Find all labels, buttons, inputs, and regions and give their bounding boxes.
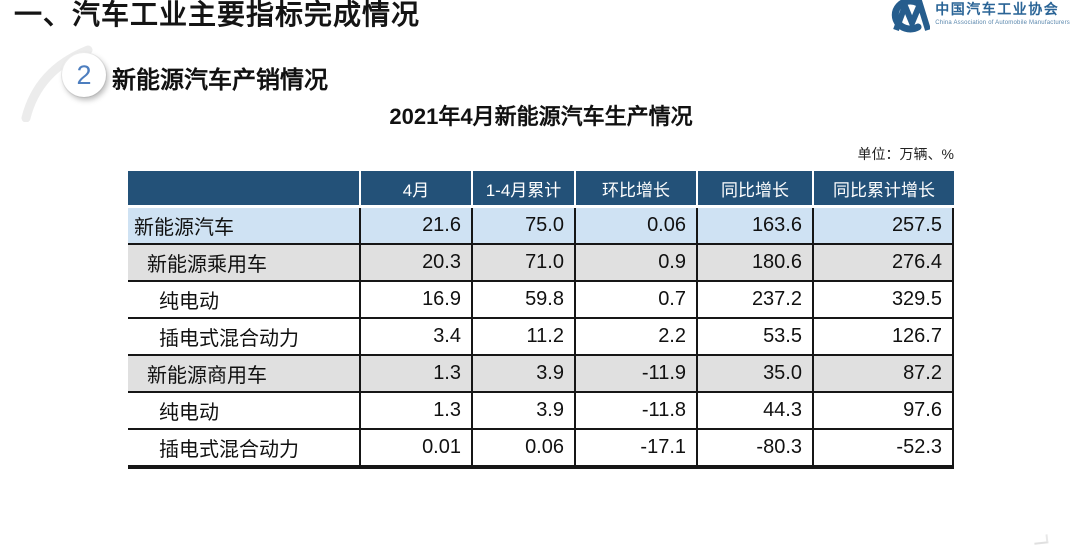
value-cell: 75.0 [471,208,574,245]
value-cell: 87.2 [812,356,954,393]
unit-note: 单位：万辆、% [857,146,954,162]
value-cell: 329.5 [812,282,954,319]
header-row: 4月 1-4月累计 环比增长 同比增长 同比累计增长 [128,171,954,208]
row-label-cell: 新能源乘用车 [128,245,359,282]
value-cell: -11.8 [574,393,696,430]
value-cell: 276.4 [812,245,954,282]
col-header-yoy-growth: 同比增长 [696,171,812,208]
row-label-cell: 插电式混合动力 [128,319,359,356]
logo-text: 中国汽车工业协会 China Association of Automobile… [935,0,1070,26]
value-cell: 3.4 [359,319,471,356]
value-cell: -52.3 [812,430,954,469]
value-cell: 180.6 [696,245,812,282]
col-header-label [128,171,359,208]
org-name-en: China Association of Automobile Manufact… [935,20,1070,26]
table-row: 新能源商用车 1.3 3.9 -11.9 35.0 87.2 [128,356,954,393]
value-cell: 20.3 [359,245,471,282]
production-table: 4月 1-4月累计 环比增长 同比增长 同比累计增长 新能源汽车 21.6 75… [128,171,954,469]
section-number: 2 [76,59,92,90]
row-label-cell: 插电式混合动力 [128,430,359,469]
col-header-cumulative: 1-4月累计 [471,171,574,208]
page-title: 一、汽车工业主要指标完成情况 [14,0,421,30]
value-cell: 16.9 [359,282,471,319]
section-number-badge: 2 [62,53,106,97]
value-cell: 71.0 [471,245,574,282]
value-cell: 59.8 [471,282,574,319]
value-cell: 35.0 [696,356,812,393]
value-cell: 53.5 [696,319,812,356]
row-label-cell: 新能源商用车 [128,356,359,393]
value-cell: 0.01 [359,430,471,469]
value-cell: 126.7 [812,319,954,356]
cam-monogram-icon [892,0,931,33]
value-cell: 163.6 [696,208,812,245]
col-header-yoy-cum-growth: 同比累计增长 [812,171,954,208]
value-cell: 0.06 [471,430,574,469]
table-row: 新能源汽车 21.6 75.0 0.06 163.6 257.5 [128,208,954,245]
value-cell: -11.9 [574,356,696,393]
row-label-cell: 纯电动 [128,282,359,319]
value-cell: 44.3 [696,393,812,430]
table-row: 纯电动 1.3 3.9 -11.8 44.3 97.6 [128,393,954,430]
value-cell: 0.7 [574,282,696,319]
value-cell: 3.9 [471,356,574,393]
value-cell: -17.1 [574,430,696,469]
value-cell: 0.9 [574,245,696,282]
value-cell: 257.5 [812,208,954,245]
org-name-cn: 中国汽车工业协会 [935,1,1060,17]
col-header-mom-growth: 环比增长 [574,171,696,208]
value-cell: 97.6 [812,393,954,430]
section-title: 新能源汽车产销情况 [112,67,328,94]
col-header-april: 4月 [359,171,471,208]
table-row: 纯电动 16.9 59.8 0.7 237.2 329.5 [128,282,954,319]
page-curl-artifact [1033,534,1049,545]
table-row: 插电式混合动力 3.4 11.2 2.2 53.5 126.7 [128,319,954,356]
value-cell: 2.2 [574,319,696,356]
row-label-cell: 纯电动 [128,393,359,430]
row-label-cell: 新能源汽车 [128,208,359,245]
value-cell: 11.2 [471,319,574,356]
value-cell: 21.6 [359,208,471,245]
value-cell: 0.06 [574,208,696,245]
value-cell: 1.3 [359,393,471,430]
value-cell: 237.2 [696,282,812,319]
table-row: 插电式混合动力 0.01 0.06 -17.1 -80.3 -52.3 [128,430,954,469]
table-title: 2021年4月新能源汽车生产情况 [389,104,693,129]
value-cell: 1.3 [359,356,471,393]
value-cell: 3.9 [471,393,574,430]
value-cell: -80.3 [696,430,812,469]
table-row: 新能源乘用车 20.3 71.0 0.9 180.6 276.4 [128,245,954,282]
caam-logo: 中国汽车工业协会 China Association of Automobile… [874,0,1070,33]
